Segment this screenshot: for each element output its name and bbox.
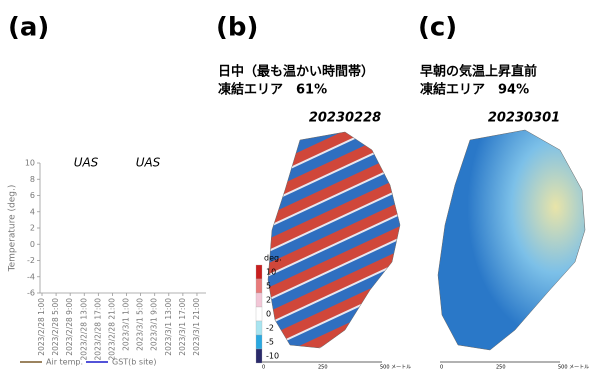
x-tick-label: 2023/3/1 9:00 (150, 298, 159, 351)
scale-label: 500 メートル (558, 365, 589, 371)
colorbar-tick-label: 5 (266, 282, 271, 291)
y-tick-label: -6 (27, 289, 35, 298)
x-tick-label: 2023/2/28 5:00 (51, 298, 60, 356)
x-tick-label: 2023/2/28 13:00 (79, 298, 88, 361)
colorbar-tick-label: 0 (266, 310, 271, 319)
map-date: 20230228 (309, 111, 381, 126)
page: (a) (b) (c) 日中（最も温かい時間帯） 凍結エリア 61% 20230… (0, 0, 605, 371)
scale-label: 0 (440, 365, 443, 371)
x-tick-label: 2023/3/1 1:00 (122, 298, 131, 351)
annotation: UAS (136, 156, 161, 170)
map-caption: 早朝の気温上昇直前 (420, 64, 537, 80)
y-tick-label: 10 (25, 159, 35, 168)
x-tick-label: 2023/2/28 17:00 (93, 298, 102, 361)
colorbar-title: deg. (264, 254, 282, 263)
colorbar-segment (256, 307, 262, 321)
colorbar-segment (256, 321, 262, 335)
legend-label: Air temp. (46, 358, 83, 367)
x-tick-label: 2023/3/1 5:00 (136, 298, 145, 351)
colorbar-tick-label: -5 (266, 338, 274, 347)
y-tick-label: -4 (27, 272, 35, 281)
colorbar-segment (256, 349, 262, 363)
colorbar-segment (256, 293, 262, 307)
x-tick-label: 2023/3/1 21:00 (192, 298, 201, 356)
colorbar-segment (256, 279, 262, 293)
map-c (438, 130, 585, 350)
colorbar-tick-label: 2 (266, 296, 271, 305)
y-tick-label: -2 (27, 256, 35, 265)
x-tick-label: 2023/2/28 9:00 (65, 298, 74, 356)
y-tick-label: 0 (30, 240, 35, 249)
colorbar-tick-label: -2 (266, 324, 274, 333)
annotation: UAS (74, 156, 99, 170)
colorbar-tick-label: 10 (266, 268, 276, 277)
scale-label: 0 (262, 365, 265, 371)
y-axis-label: Temperature (deg.) (8, 185, 18, 273)
colorbar-segment (256, 265, 262, 279)
y-tick-label: 6 (30, 191, 35, 200)
legend-label: GST(b site) (112, 358, 156, 367)
colorbar-segment (256, 335, 262, 349)
scale-label: 500 メートル (380, 365, 411, 371)
x-tick-label: 2023/3/1 17:00 (178, 298, 187, 356)
x-tick-label: 2023/2/28 21:00 (107, 298, 116, 361)
y-tick-label: 4 (30, 207, 35, 216)
scale-label: 250 (318, 365, 328, 371)
y-tick-label: 8 (30, 175, 35, 184)
y-tick-label: 2 (30, 224, 35, 233)
map-caption: 日中（最も温かい時間帯） (218, 64, 374, 80)
map-caption: 凍結エリア 94% (420, 82, 529, 98)
panel-label: (a) (8, 13, 49, 43)
panel-label: (b) (216, 13, 258, 43)
scale-label: 250 (496, 365, 506, 371)
x-tick-label: 2023/2/28 1:00 (37, 298, 46, 356)
panel-label: (c) (418, 13, 457, 43)
map-date: 20230301 (488, 111, 560, 126)
figure: (a) (b) (c) 日中（最も温かい時間帯） 凍結エリア 61% 20230… (0, 0, 605, 371)
colorbar-tick-label: -10 (266, 352, 279, 361)
map-b (268, 132, 400, 348)
x-tick-label: 2023/3/1 13:00 (164, 298, 173, 356)
map-caption: 凍結エリア 61% (218, 82, 327, 98)
